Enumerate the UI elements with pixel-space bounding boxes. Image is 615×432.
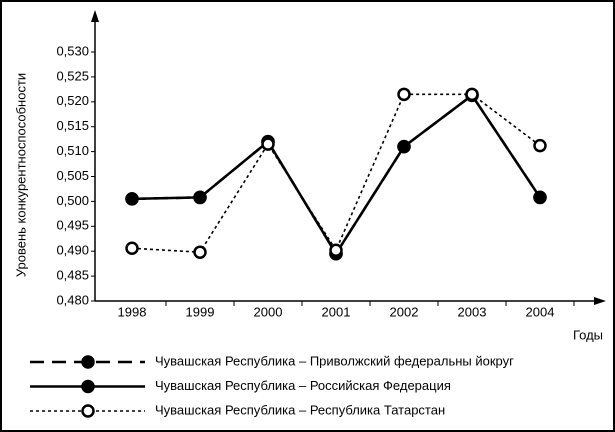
legend-marker: [81, 404, 95, 418]
data-point: [533, 190, 547, 205]
data-point: [397, 139, 411, 154]
x-tick-label: 1999: [186, 304, 215, 319]
x-axis-arrow: [594, 297, 606, 305]
y-axis-label: Уровень конкурентноспособности: [13, 73, 28, 277]
x-axis-label: Годы: [573, 327, 603, 342]
data-point: [329, 243, 343, 257]
legend-label: Чувашская Республика – Приволжский федер…: [155, 353, 514, 368]
x-tick-label: 2004: [526, 304, 555, 319]
legend-marker: [81, 379, 95, 394]
data-point: [397, 87, 411, 102]
legend-label: Чувашская Республика – Российская Федера…: [155, 378, 451, 393]
y-tick-label: 0,490: [56, 243, 89, 258]
x-tick-label: 2000: [254, 304, 283, 319]
data-point: [465, 87, 479, 102]
data-point: [193, 190, 207, 205]
y-tick-label: 0,520: [56, 93, 89, 108]
x-tick-label: 2002: [390, 304, 419, 319]
y-tick-label: 0,525: [56, 68, 89, 83]
y-tick-label: 0,510: [56, 143, 89, 158]
y-tick-label: 0,495: [56, 218, 89, 233]
y-tick-label: 0,480: [56, 292, 89, 307]
data-point: [533, 138, 547, 153]
y-tick-label: 0,515: [56, 118, 89, 133]
data-point: [125, 192, 139, 206]
x-tick-label: 2001: [322, 304, 351, 319]
legend-marker: [81, 355, 95, 369]
data-point: [261, 137, 275, 151]
y-tick-label: 0,505: [56, 168, 89, 183]
x-tick-label: 2003: [458, 304, 487, 319]
y-tick-label: 0,485: [56, 268, 89, 283]
y-axis-arrow: [91, 10, 99, 22]
data-point: [125, 241, 139, 255]
legend-label: Чувашская Республика – Республика Татарс…: [155, 402, 445, 417]
x-tick-label: 1998: [118, 304, 147, 319]
y-tick-label: 0,500: [56, 193, 89, 208]
data-point: [193, 245, 207, 259]
y-tick-label: 0,530: [56, 43, 89, 58]
